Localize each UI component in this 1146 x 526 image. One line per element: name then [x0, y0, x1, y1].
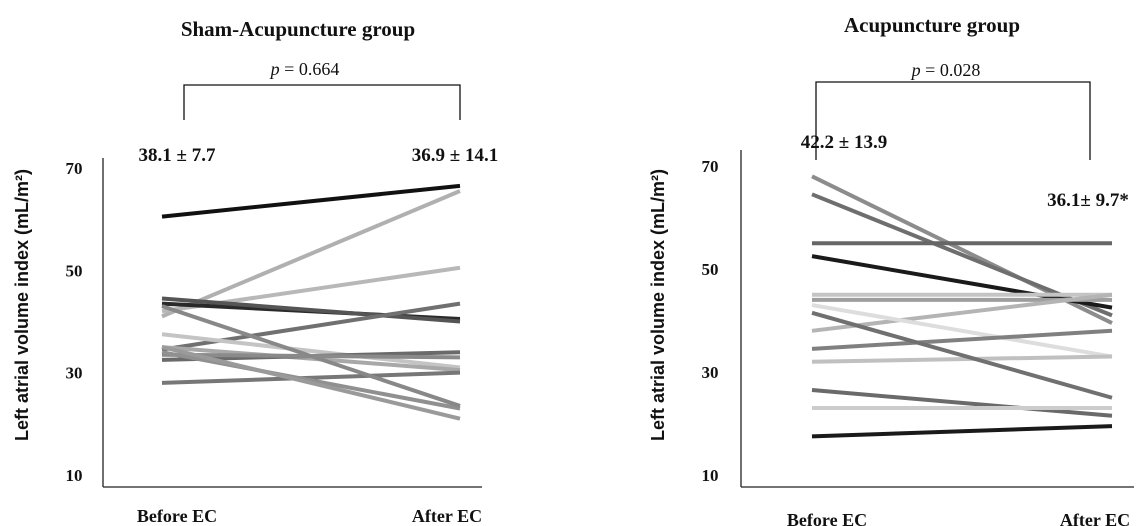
y-tick-label: 10	[702, 466, 719, 485]
series-line-11	[161, 370, 461, 385]
series-line-10	[811, 354, 1113, 364]
series-line-13	[161, 304, 461, 408]
summary-after: 36.1± 9.7*	[1047, 190, 1129, 211]
y-tick-label: 30	[702, 363, 719, 382]
p-value-label: p = 0.664	[269, 59, 340, 79]
y-axis-label: Left atrial volume index (mL/m²)	[648, 169, 668, 441]
x-tick-label-before: Before EC	[137, 506, 217, 526]
y-tick-label: 10	[66, 466, 83, 485]
series-line-11	[811, 310, 1113, 400]
summary-after: 36.9 ± 14.1	[412, 145, 498, 166]
y-tick-label: 30	[66, 364, 83, 383]
p-value-label: p = 0.028	[910, 60, 981, 80]
p-value: = 0.028	[921, 60, 981, 80]
sham-panel: Sham-Acupuncture group p = 0.664 38.1 ± 7.…	[12, 17, 498, 526]
panel-title: Sham-Acupuncture group	[181, 17, 415, 41]
series-line-12	[811, 388, 1113, 418]
series-line-8	[811, 303, 1113, 359]
series-line-5	[161, 296, 461, 324]
summary-before: 38.1 ± 7.7	[139, 145, 216, 166]
y-tick-label: 70	[66, 159, 83, 178]
x-tick-label-before: Before EC	[787, 510, 867, 526]
x-tick-label-after: After EC	[412, 506, 482, 526]
comparison-bracket	[815, 81, 1091, 160]
series-line-14	[161, 345, 461, 421]
x-tick-label-after: After EC	[1060, 510, 1130, 526]
y-tick-label: 50	[702, 260, 719, 279]
series-line-7	[811, 292, 1113, 333]
p-symbol: p	[269, 59, 280, 79]
acupuncture-panel: Acupuncture group p = 0.028 42.2 ± 13.9 36.…	[648, 13, 1134, 526]
series-line-7	[161, 332, 461, 370]
p-value: = 0.664	[280, 59, 340, 79]
p-symbol: p	[910, 60, 921, 80]
y-tick-label: 70	[702, 157, 719, 176]
series-line-12	[161, 350, 461, 411]
series-line-1	[161, 183, 461, 219]
series-line-2	[811, 192, 1113, 318]
series-line-2	[161, 189, 461, 319]
panel-title: Acupuncture group	[844, 13, 1020, 37]
y-axis-label: Left atrial volume index (mL/m²)	[12, 169, 32, 441]
summary-before: 42.2 ± 13.9	[801, 132, 887, 153]
y-tick-label: 50	[66, 261, 83, 280]
series-line-14	[811, 424, 1113, 439]
series-line-8	[161, 345, 461, 373]
comparison-bracket	[183, 84, 461, 120]
series-line-6	[161, 301, 461, 352]
series-line-9	[811, 328, 1113, 351]
